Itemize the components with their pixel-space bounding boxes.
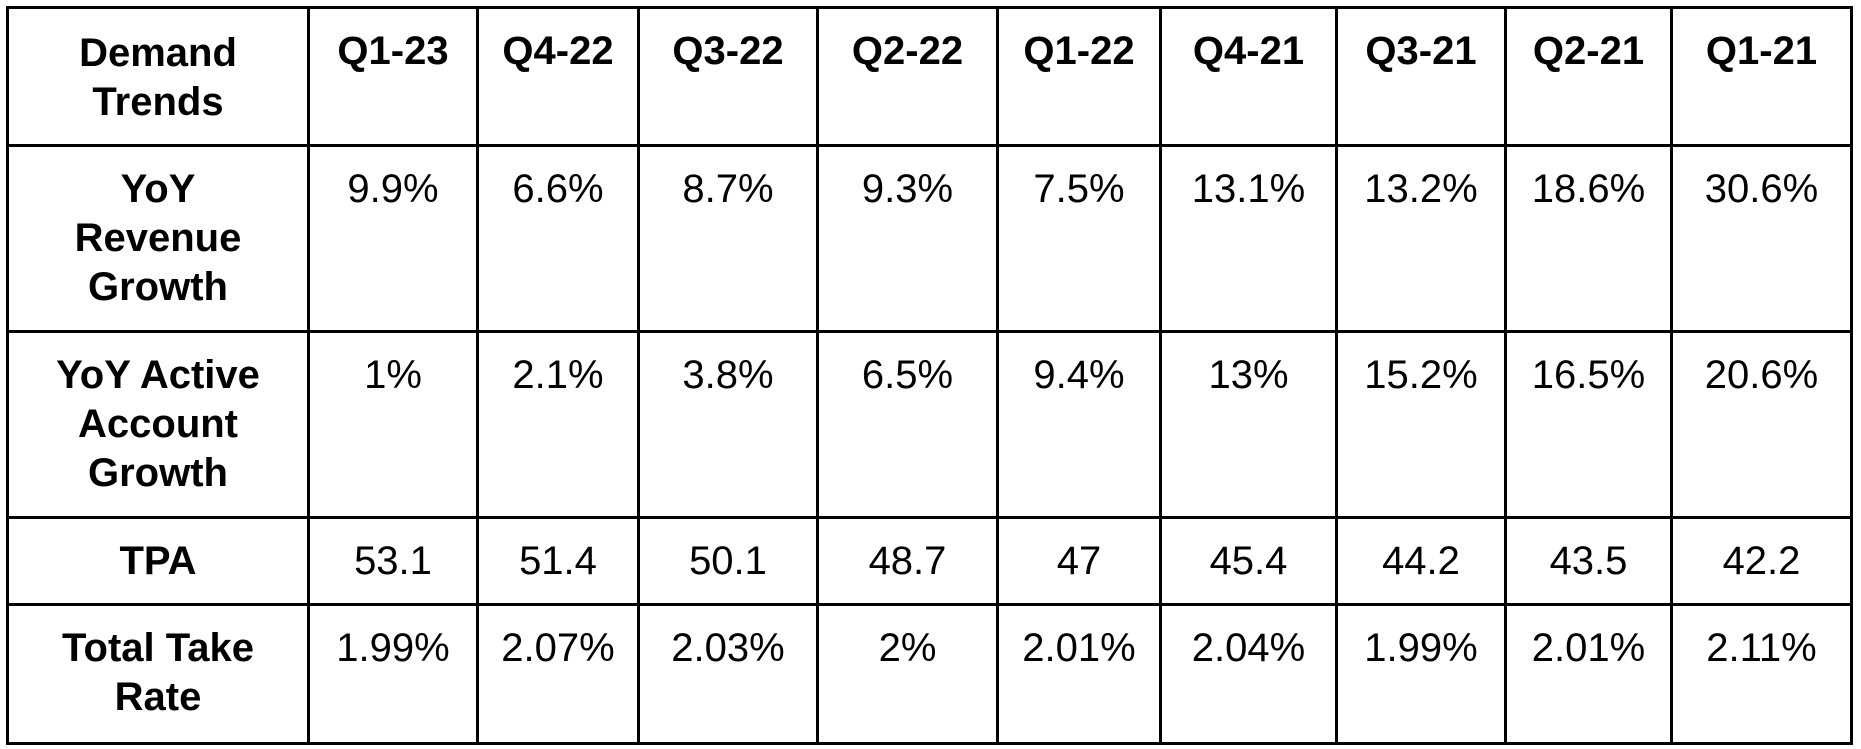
table-cell: 1.99%	[307, 603, 479, 745]
corner-header: Demand Trends	[6, 6, 310, 147]
column-header: Q3-21	[1335, 6, 1507, 147]
table-cell: 2.11%	[1670, 603, 1853, 745]
column-header: Q1-23	[307, 6, 479, 147]
table-cell: 2%	[816, 603, 999, 745]
table-cell: 50.1	[637, 516, 819, 606]
column-header: Q4-22	[476, 6, 640, 147]
table-cell: 51.4	[476, 516, 640, 606]
table-cell: 47	[996, 516, 1162, 606]
row-label: YoY Revenue Growth	[6, 144, 310, 333]
table-cell: 2.1%	[476, 330, 640, 519]
table-cell: 2.04%	[1159, 603, 1338, 745]
table-cell: 13.1%	[1159, 144, 1338, 333]
table-cell: 18.6%	[1504, 144, 1673, 333]
table-cell: 13%	[1159, 330, 1338, 519]
table-cell: 16.5%	[1504, 330, 1673, 519]
row-label: TPA	[6, 516, 310, 606]
column-header: Q2-21	[1504, 6, 1673, 147]
column-header: Q1-21	[1670, 6, 1853, 147]
table-cell: 1.99%	[1335, 603, 1507, 745]
table-row: YoY Active Account Growth 1% 2.1% 3.8% 6…	[6, 330, 1853, 519]
table-cell: 43.5	[1504, 516, 1673, 606]
table-cell: 45.4	[1159, 516, 1338, 606]
table-cell: 2.01%	[996, 603, 1162, 745]
column-header: Q1-22	[996, 6, 1162, 147]
table-row: Total Take Rate 1.99% 2.07% 2.03% 2% 2.0…	[6, 603, 1853, 745]
table-cell: 6.5%	[816, 330, 999, 519]
table-cell: 2.07%	[476, 603, 640, 745]
table-cell: 30.6%	[1670, 144, 1853, 333]
table-cell: 6.6%	[476, 144, 640, 333]
table-cell: 44.2	[1335, 516, 1507, 606]
column-header: Q4-21	[1159, 6, 1338, 147]
table-cell: 1%	[307, 330, 479, 519]
table-cell: 13.2%	[1335, 144, 1507, 333]
table-cell: 20.6%	[1670, 330, 1853, 519]
table-cell: 8.7%	[637, 144, 819, 333]
column-header: Q3-22	[637, 6, 819, 147]
table-cell: 9.3%	[816, 144, 999, 333]
row-label: Total Take Rate	[6, 603, 310, 745]
table-row: YoY Revenue Growth 9.9% 6.6% 8.7% 9.3% 7…	[6, 144, 1853, 333]
table-cell: 3.8%	[637, 330, 819, 519]
demand-trends-table: Demand Trends Q1-23 Q4-22 Q3-22 Q2-22 Q1…	[6, 6, 1853, 745]
table-cell: 9.9%	[307, 144, 479, 333]
table-row: TPA 53.1 51.4 50.1 48.7 47 45.4 44.2 43.…	[6, 516, 1853, 606]
table-cell: 7.5%	[996, 144, 1162, 333]
table-cell: 2.03%	[637, 603, 819, 745]
table-cell: 2.01%	[1504, 603, 1673, 745]
table-cell: 9.4%	[996, 330, 1162, 519]
table-cell: 15.2%	[1335, 330, 1507, 519]
table-cell: 53.1	[307, 516, 479, 606]
column-header: Q2-22	[816, 6, 999, 147]
table-cell: 48.7	[816, 516, 999, 606]
table-cell: 42.2	[1670, 516, 1853, 606]
row-label: YoY Active Account Growth	[6, 330, 310, 519]
header-row: Demand Trends Q1-23 Q4-22 Q3-22 Q2-22 Q1…	[6, 6, 1853, 147]
